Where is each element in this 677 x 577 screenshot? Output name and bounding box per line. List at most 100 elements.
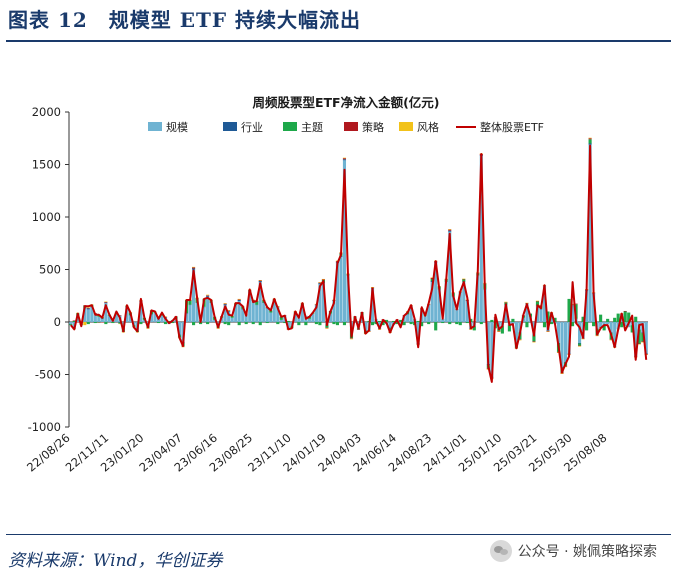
bar-segment (318, 282, 322, 284)
bar-segment (416, 322, 420, 343)
bar-segment (339, 256, 343, 322)
bar-segment (567, 298, 571, 322)
bar-segment (602, 322, 606, 326)
bar-segment (93, 322, 97, 324)
chart-title: 周频股票型ETF净流入金额(亿元) (252, 95, 439, 110)
bar-segment (262, 302, 266, 304)
bar-segment (314, 322, 318, 325)
bar-segment (188, 304, 192, 306)
bar-segment (497, 330, 501, 332)
bar-segment (199, 322, 203, 325)
bar-segment (378, 329, 382, 330)
bar-segment (588, 143, 592, 145)
bar-segment (265, 322, 269, 324)
bar-segment (314, 305, 318, 322)
bar-segment (532, 341, 536, 343)
bar-segment (307, 318, 311, 322)
bar-segment (455, 322, 459, 325)
bar-segment (518, 339, 522, 340)
bar-segment (388, 327, 392, 328)
bar-segment (244, 322, 248, 325)
bar-segment (448, 230, 452, 232)
bar-segment (149, 314, 154, 322)
bar-segment (269, 310, 273, 313)
bar-segment (234, 305, 238, 322)
bar-segment (255, 301, 259, 305)
bar-segment (549, 313, 554, 322)
bar-segment (216, 322, 220, 326)
bar-segment (227, 310, 231, 311)
bar-segment (637, 344, 641, 345)
bar-segment (448, 322, 452, 325)
bar-segment (86, 308, 90, 310)
bar-segment (279, 319, 283, 322)
bar-segment (542, 322, 547, 328)
bar-segment (525, 302, 529, 304)
bar-segment (490, 322, 494, 377)
bar-segment (251, 301, 255, 322)
bar-segment (571, 303, 575, 305)
figure-title: 图表 12 规模型 ETF 持续大幅流出 (8, 8, 362, 32)
bar-segment (283, 322, 287, 324)
bar-segment (86, 309, 90, 322)
bar-segment (188, 305, 192, 322)
bar-segment (641, 341, 645, 342)
bar-segment (258, 281, 262, 283)
bar-segment (349, 338, 354, 340)
bar-segment (507, 325, 511, 332)
bar-segment (462, 279, 466, 282)
bar-segment (592, 293, 596, 322)
watermark: 公众号 · 姚佩策略探索 (489, 540, 657, 562)
bar-segment (360, 315, 364, 322)
bar-segment (118, 323, 122, 325)
bar-segment (125, 307, 129, 322)
chart-legend: 规模 行业 主题 策略 风格 整体股票ETF (148, 120, 544, 134)
bar-segment (613, 322, 617, 347)
bar-segment (588, 138, 592, 140)
bar-segment (167, 320, 171, 322)
bar-segment (114, 314, 118, 322)
bar-segment (342, 159, 347, 161)
bar-segment (602, 325, 606, 331)
bar-segment (448, 229, 452, 231)
bar-segment (206, 295, 210, 297)
bar-segment (237, 322, 241, 326)
bar-segment (606, 322, 610, 325)
bar-segment (156, 318, 161, 322)
bar-segment (402, 322, 406, 326)
bar-segment (525, 322, 529, 328)
bar-segment (262, 303, 266, 322)
bar-segment (230, 317, 234, 322)
bar-segment (427, 322, 431, 325)
bar-segment (571, 304, 575, 305)
bar-segment (448, 231, 452, 322)
bar-segment (634, 322, 638, 356)
bar-segment (458, 292, 462, 322)
bar-segment (118, 322, 122, 324)
bar-segment (269, 312, 273, 322)
bar-segment (237, 298, 241, 300)
bar-segment (97, 322, 101, 324)
bar-segment (83, 322, 87, 326)
bar-segment (192, 268, 196, 270)
bar-segment (279, 316, 283, 320)
bar-segment (213, 319, 217, 322)
bar-segment (511, 322, 515, 325)
source-note: 资料来源：Wind，华创证券 (8, 551, 223, 571)
bar-segment (455, 309, 459, 322)
bar-segment (406, 314, 410, 322)
bar-segment (553, 317, 557, 322)
bar-segment (609, 339, 613, 340)
bar-segment (325, 324, 329, 328)
bar-segment (321, 279, 325, 280)
bar-segment (142, 319, 146, 322)
chart-bars (69, 137, 648, 380)
bar-segment (574, 303, 578, 305)
bar-segment (399, 322, 403, 325)
bar-segment (451, 296, 455, 322)
bar-segment (318, 283, 322, 285)
bar-segment (504, 305, 508, 322)
bar-segment (641, 341, 645, 343)
watermark-text: 公众号 · 姚佩策略探索 (517, 544, 657, 560)
bar-segment (107, 315, 111, 322)
